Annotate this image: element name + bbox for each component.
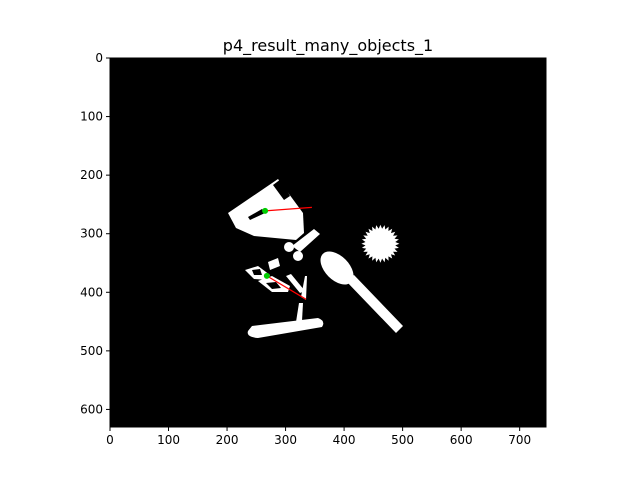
y-tick-label: 0 — [95, 51, 103, 65]
scissors-object — [245, 258, 305, 293]
orientation-line — [265, 206, 312, 212]
y-tick-label: 100 — [80, 110, 103, 124]
x-tick-label: 700 — [508, 433, 531, 447]
x-tick-label: 500 — [391, 433, 414, 447]
markers-layer — [262, 206, 312, 300]
x-tick-label: 400 — [333, 433, 356, 447]
x-tick-label: 0 — [106, 433, 114, 447]
orientation-line — [266, 275, 307, 300]
key-object — [284, 229, 320, 261]
spoon-object — [320, 251, 403, 333]
centroid-marker — [262, 207, 269, 214]
spike-object — [301, 276, 307, 300]
y-tick-label: 200 — [80, 168, 103, 182]
y-tick-label: 300 — [80, 227, 103, 241]
y-tick-label: 600 — [80, 402, 103, 416]
x-tick-label: 100 — [157, 433, 180, 447]
image-background — [110, 58, 546, 427]
y-tick-label: 500 — [80, 344, 103, 358]
y-tick-label: 400 — [80, 285, 103, 299]
x-tick-label: 600 — [450, 433, 473, 447]
y-axis: 0 100 200 300 400 500 600 — [80, 51, 110, 416]
pencil-object — [247, 303, 324, 338]
figure-title: p4_result_many_objects_1 — [223, 36, 433, 56]
gear-object — [361, 224, 400, 263]
x-axis: 0 100 200 300 400 500 600 700 — [106, 427, 531, 447]
x-tick-label: 200 — [216, 433, 239, 447]
x-tick-label: 300 — [274, 433, 297, 447]
objects-layer — [228, 179, 403, 338]
axes-frame — [109, 57, 547, 428]
centroid-marker — [263, 272, 270, 279]
